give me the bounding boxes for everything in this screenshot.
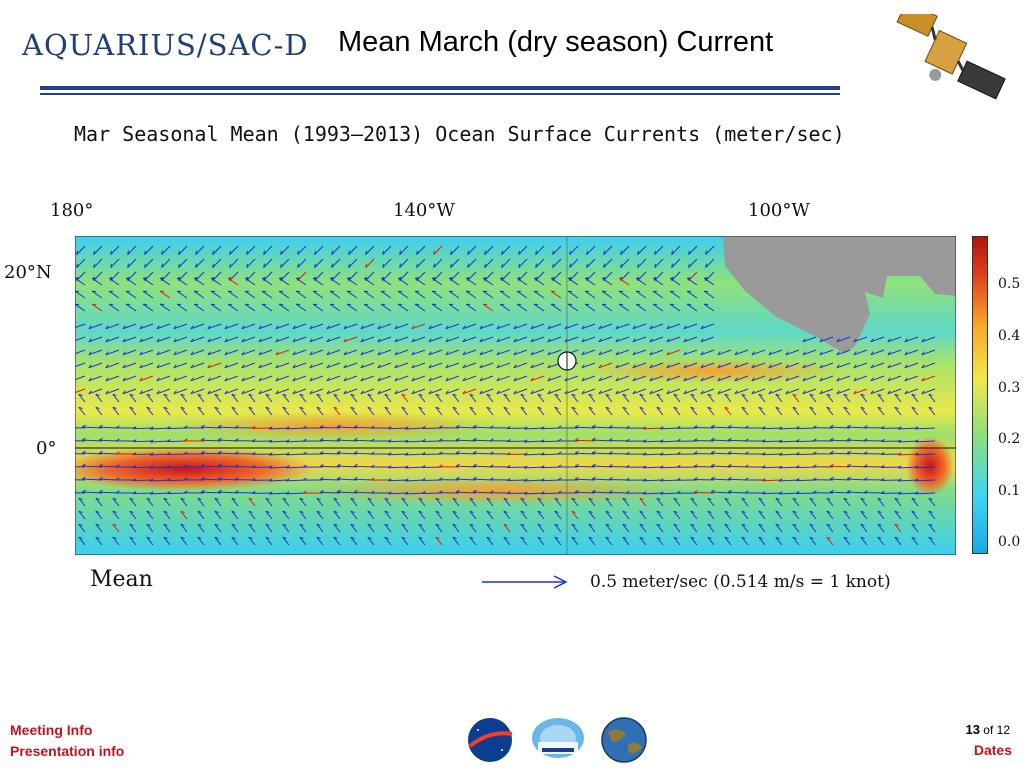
lat-label-0: 0° [36,438,57,459]
aquarius-logo: AQUARIUS/SAC-D [22,28,309,62]
slide-title: Mean March (dry season) Current [338,26,774,58]
legend-text: 0.5 meter/sec (0.514 m/s = 1 knot) [590,572,891,592]
colorbar-tick: 0.1 [998,483,1021,499]
colorbar-tick: 0.4 [998,328,1021,344]
esa-globe-logo [601,717,647,763]
title-rule-thin [40,93,840,95]
colorbar-tick: 0.0 [998,534,1021,550]
colorbar-tick: 0.3 [998,380,1021,396]
satellite-icon [896,14,1006,100]
title-rule [40,86,840,90]
lon-label-180: 180° [50,200,94,221]
nasa-logo [468,718,513,762]
colorbar [972,236,988,554]
colorbar-tick: 0.2 [998,431,1021,447]
presentation-info: Presentation info [10,743,125,759]
figure-title: Mar Seasonal Mean (1993–2013) Ocean Surf… [74,122,845,146]
dates: Dates [973,742,1012,758]
colorbar-tick: 0.5 [998,276,1021,292]
meeting-info: Meeting Info [10,722,93,738]
land-central-america [723,236,956,354]
lat-label-20n: 20°N [4,262,52,283]
conae-logo [532,718,584,758]
mean-label: Mean [90,567,153,592]
legend-arrow-icon [482,575,568,589]
current-map [75,236,956,555]
lon-label-140w: 140°W [393,200,455,221]
lon-label-100w: 100°W [748,200,810,221]
page-number: 13 of 12 [965,722,1010,737]
